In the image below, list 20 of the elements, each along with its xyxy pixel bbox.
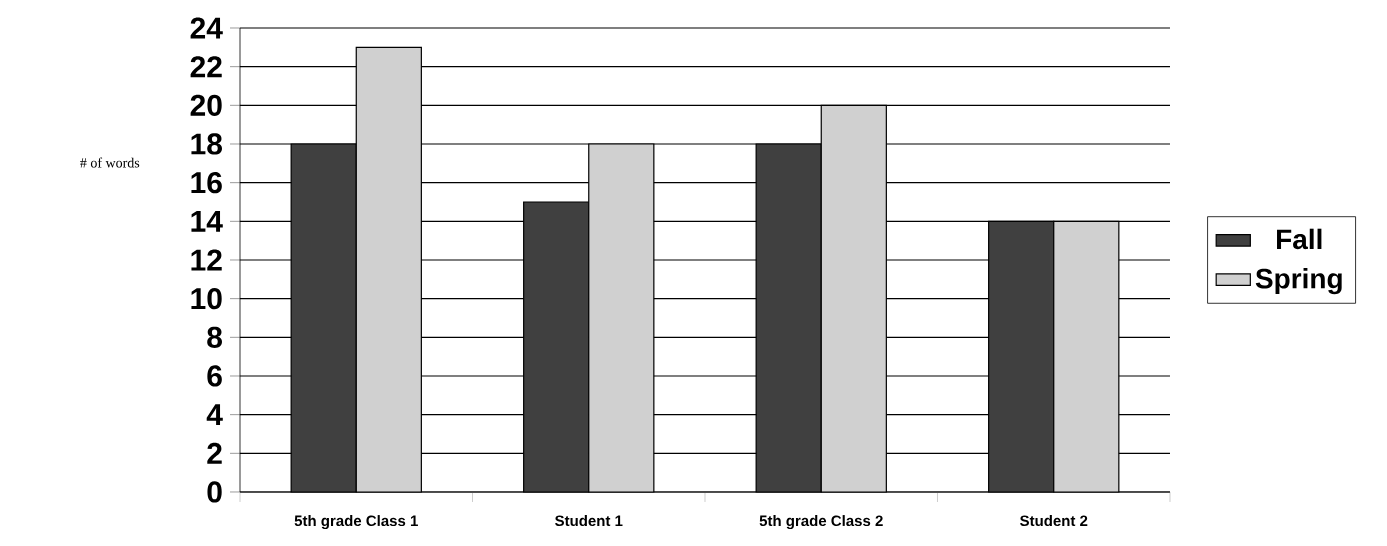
y-axis-title: # of words: [80, 157, 140, 168]
x-tick-label: 5th grade Class 2: [759, 515, 883, 530]
y-tick-label: 12: [191, 249, 222, 271]
y-tick-label: 6: [207, 365, 222, 387]
x-tick-label: Student 1: [555, 515, 623, 527]
legend-label: Spring: [1255, 267, 1342, 295]
y-tick-label: 4: [206, 404, 223, 425]
legend-label: Fall: [1277, 228, 1322, 250]
x-tick-label: 5th grade Class 1: [294, 515, 418, 530]
y-tick-label: 22: [190, 56, 222, 78]
y-tick-label: 14: [191, 211, 223, 232]
y-tick-label: 8: [207, 326, 223, 348]
y-tick-label: 10: [191, 288, 222, 310]
y-tick-label: 16: [191, 172, 222, 194]
y-tick-label: 2: [207, 442, 222, 464]
y-tick-label: 0: [207, 481, 222, 503]
x-tick-label: Student 2: [1020, 515, 1088, 527]
y-tick-label: 24: [190, 17, 223, 39]
y-tick-label: 20: [190, 94, 222, 116]
y-tick-label: 18: [191, 133, 222, 155]
